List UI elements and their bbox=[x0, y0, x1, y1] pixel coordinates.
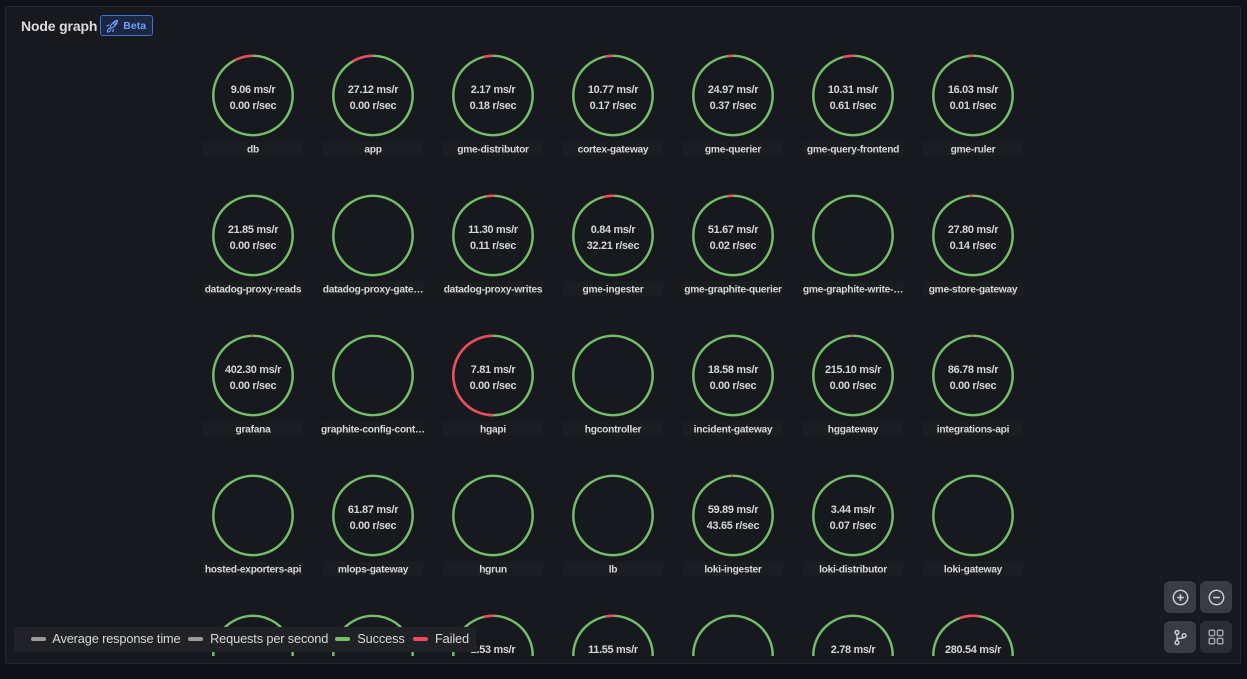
svg-text:datadog-proxy-gate…: datadog-proxy-gate… bbox=[323, 284, 424, 295]
svg-text:0.84 ms/r: 0.84 ms/r bbox=[591, 224, 637, 236]
svg-text:280.54 ms/r: 280.54 ms/r bbox=[945, 644, 1002, 656]
svg-text:0.14 r/sec: 0.14 r/sec bbox=[950, 240, 997, 252]
svg-text:2.53 ms/r: 2.53 ms/r bbox=[471, 644, 517, 656]
svg-text:db: db bbox=[247, 144, 259, 155]
svg-text:hgcontroller: hgcontroller bbox=[585, 424, 642, 435]
svg-text:59.89 ms/r: 59.89 ms/r bbox=[708, 504, 759, 516]
svg-text:10.31 ms/r: 10.31 ms/r bbox=[828, 84, 879, 96]
svg-text:gme-ingester: gme-ingester bbox=[583, 284, 644, 295]
svg-text:10.77 ms/r: 10.77 ms/r bbox=[588, 84, 639, 96]
svg-text:gme-graphite-write-…: gme-graphite-write-… bbox=[803, 284, 903, 295]
svg-text:hgrun: hgrun bbox=[479, 564, 507, 575]
svg-text:lb: lb bbox=[609, 564, 618, 575]
svg-text:215.10 ms/r: 215.10 ms/r bbox=[825, 364, 882, 376]
svg-text:grafana: grafana bbox=[235, 424, 271, 435]
svg-text:0.00 r/sec: 0.00 r/sec bbox=[350, 520, 397, 532]
svg-text:86.78 ms/r: 86.78 ms/r bbox=[948, 364, 999, 376]
svg-text:0.00 r/sec: 0.00 r/sec bbox=[350, 100, 397, 112]
svg-text:gme-querier: gme-querier bbox=[705, 144, 761, 155]
svg-text:0.00 r/sec: 0.00 r/sec bbox=[950, 380, 997, 392]
svg-text:61.87 ms/r: 61.87 ms/r bbox=[348, 504, 399, 516]
svg-text:0.00 r/sec: 0.00 r/sec bbox=[830, 380, 877, 392]
svg-text:hggateway: hggateway bbox=[828, 424, 879, 435]
svg-text:16.03 ms/r: 16.03 ms/r bbox=[948, 84, 999, 96]
svg-text:0.00 r/sec: 0.00 r/sec bbox=[230, 100, 277, 112]
svg-text:32.21 r/sec: 32.21 r/sec bbox=[587, 240, 640, 252]
svg-text:2.17 ms/r: 2.17 ms/r bbox=[471, 84, 517, 96]
svg-text:11.30 ms/r: 11.30 ms/r bbox=[468, 224, 519, 236]
svg-text:integrations-api: integrations-api bbox=[937, 424, 1010, 435]
svg-text:graphite-config-cont…: graphite-config-cont… bbox=[321, 424, 425, 435]
svg-text:gme-ruler: gme-ruler bbox=[951, 144, 996, 155]
svg-text:cortex-gateway: cortex-gateway bbox=[578, 144, 649, 155]
svg-text:gme-distributor: gme-distributor bbox=[457, 144, 529, 155]
svg-text:loki-gateway: loki-gateway bbox=[944, 564, 1003, 575]
svg-text:0.00 r/sec: 0.00 r/sec bbox=[230, 240, 277, 252]
svg-text:9.06 ms/r: 9.06 ms/r bbox=[231, 84, 277, 96]
svg-text:18.58 ms/r: 18.58 ms/r bbox=[708, 364, 759, 376]
svg-text:0.61 r/sec: 0.61 r/sec bbox=[830, 100, 877, 112]
svg-text:0.00 r/sec: 0.00 r/sec bbox=[470, 380, 517, 392]
svg-text:0.11 r/sec: 0.11 r/sec bbox=[470, 240, 516, 252]
svg-text:mlops-gateway: mlops-gateway bbox=[338, 564, 409, 575]
svg-text:7.81 ms/r: 7.81 ms/r bbox=[471, 364, 517, 376]
svg-text:27.12 ms/r: 27.12 ms/r bbox=[348, 84, 399, 96]
svg-text:43.65 r/sec: 43.65 r/sec bbox=[707, 520, 760, 532]
svg-text:loki-distributor: loki-distributor bbox=[819, 564, 887, 575]
svg-text:0.00 r/sec: 0.00 r/sec bbox=[230, 380, 277, 392]
svg-text:datadog-proxy-writes: datadog-proxy-writes bbox=[444, 284, 543, 295]
svg-text:gme-query-frontend: gme-query-frontend bbox=[807, 144, 899, 155]
svg-text:gme-graphite-querier: gme-graphite-querier bbox=[684, 284, 782, 295]
svg-text:11.55 ms/r: 11.55 ms/r bbox=[588, 644, 639, 656]
svg-text:402.30 ms/r: 402.30 ms/r bbox=[225, 364, 282, 376]
svg-text:0.18 r/sec: 0.18 r/sec bbox=[470, 100, 517, 112]
svg-text:0.02 r/sec: 0.02 r/sec bbox=[710, 240, 757, 252]
svg-text:app: app bbox=[364, 144, 381, 155]
svg-text:0.01 r/sec: 0.01 r/sec bbox=[950, 100, 997, 112]
svg-text:incident-gateway: incident-gateway bbox=[694, 424, 773, 435]
svg-text:0.00 r/sec: 0.00 r/sec bbox=[710, 380, 757, 392]
svg-text:gme-store-gateway: gme-store-gateway bbox=[929, 284, 1018, 295]
svg-text:hgapi: hgapi bbox=[480, 424, 506, 435]
svg-text:3.44 ms/r: 3.44 ms/r bbox=[831, 504, 877, 516]
svg-text:0.37 r/sec: 0.37 r/sec bbox=[710, 100, 757, 112]
svg-text:21.85 ms/r: 21.85 ms/r bbox=[228, 224, 279, 236]
svg-text:0.17 r/sec: 0.17 r/sec bbox=[590, 100, 637, 112]
svg-text:0.07 r/sec: 0.07 r/sec bbox=[830, 520, 877, 532]
svg-text:hosted-exporters-api: hosted-exporters-api bbox=[205, 564, 302, 575]
svg-text:datadog-proxy-reads: datadog-proxy-reads bbox=[205, 284, 302, 295]
svg-text:2.78 ms/r: 2.78 ms/r bbox=[831, 644, 877, 656]
svg-text:loki-ingester: loki-ingester bbox=[704, 564, 762, 575]
svg-text:24.97 ms/r: 24.97 ms/r bbox=[708, 84, 759, 96]
svg-text:27.80 ms/r: 27.80 ms/r bbox=[948, 224, 999, 236]
svg-text:51.67 ms/r: 51.67 ms/r bbox=[708, 224, 759, 236]
